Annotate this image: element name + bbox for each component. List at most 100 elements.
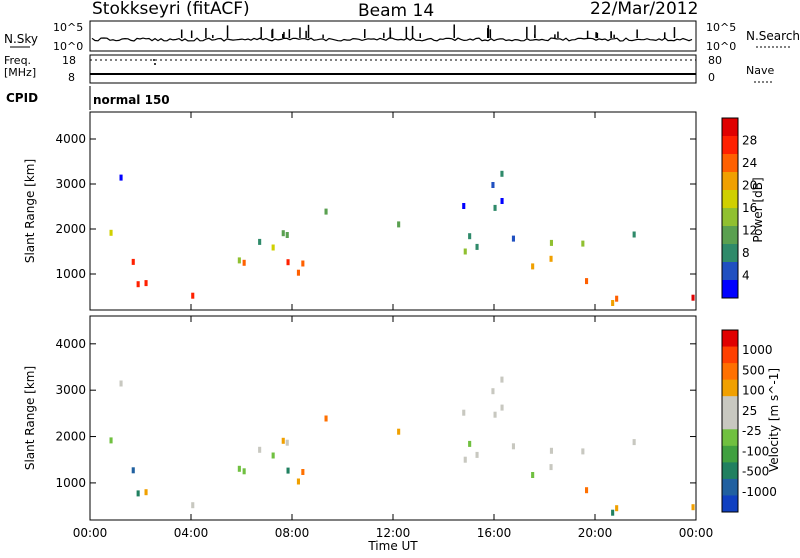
colorbar-swatch	[722, 412, 738, 430]
velocity-cell	[237, 465, 241, 472]
colorbar-swatch	[722, 462, 738, 480]
colorbar-tick-label: 500	[742, 363, 765, 377]
velocity-colorbar-label: Velocity [m s^-1]	[767, 368, 781, 472]
colorbar-swatch	[722, 478, 738, 496]
time-axis-label: Time UT	[367, 539, 418, 553]
power-cell	[191, 292, 195, 299]
freq-tick-top: 18	[62, 54, 76, 67]
velocity-y-axis-label: Slant Range [km]	[23, 366, 37, 470]
power-cell	[296, 269, 300, 276]
power-cell	[615, 295, 619, 302]
velocity-cell	[468, 440, 472, 447]
power-cell	[463, 248, 467, 255]
velocity-cell	[296, 478, 300, 485]
power-cell	[144, 280, 148, 287]
power-cell	[286, 259, 290, 266]
colorbar-swatch	[722, 429, 738, 447]
velocity-cell	[491, 388, 495, 395]
y-tick-label: 2000	[55, 222, 86, 236]
velocity-cell	[191, 502, 195, 509]
power-colorbar-label: Power [dB]	[751, 177, 765, 242]
velocity-cell	[271, 452, 275, 459]
power-cell	[258, 238, 262, 245]
power-cell	[500, 170, 504, 177]
power-heatmap-cells	[109, 170, 695, 306]
y-tick-label: 4000	[55, 337, 86, 351]
colorbar-swatch	[722, 445, 738, 463]
power-cell	[500, 198, 504, 204]
colorbar-swatch	[722, 136, 738, 155]
power-y-ticks: 4000 3000 2000 1000	[55, 132, 696, 281]
cpid-label: CPID	[6, 91, 38, 105]
power-y-axis-label: Slant Range [km]	[23, 159, 37, 263]
x-tick-label: 16:00	[477, 526, 512, 540]
power-cell	[511, 235, 515, 242]
power-cell	[549, 239, 553, 246]
nave-tick-top: 80	[708, 54, 722, 67]
velocity-cell	[500, 404, 504, 411]
velocity-cell	[397, 428, 401, 435]
colorbar-frame	[721, 117, 739, 299]
power-cell	[468, 233, 472, 240]
velocity-cell	[585, 487, 589, 494]
power-cell	[237, 257, 241, 264]
velocity-cell	[632, 439, 636, 446]
velocity-panel-frame	[89, 315, 697, 521]
colorbar-tick-label: 20	[742, 179, 757, 193]
power-colorbar: 28 24 20 16 12 8 4	[721, 117, 757, 299]
noise-right-tick-top: 10^5	[706, 21, 736, 34]
colorbar-swatch	[722, 495, 738, 513]
velocity-cell	[144, 489, 148, 496]
colorbar-swatch	[722, 208, 738, 227]
colorbar-tick-label: -1000	[742, 485, 777, 499]
colorbar-swatch	[722, 346, 738, 364]
colorbar-tick-label: -25	[742, 424, 762, 438]
velocity-cell	[611, 509, 615, 516]
velocity-cell	[463, 456, 467, 463]
velocity-cell	[301, 469, 305, 475]
colorbar-tick-label: -100	[742, 444, 769, 458]
y-tick-label: 3000	[55, 177, 86, 191]
velocity-cell	[131, 467, 135, 474]
x-tick-label: 00:00	[73, 526, 108, 540]
colorbar-tick-label: -500	[742, 465, 769, 479]
colorbar-tick-label: 28	[742, 134, 757, 148]
velocity-cell	[281, 437, 285, 444]
power-cell	[691, 294, 695, 301]
x-tick-label: 20:00	[578, 526, 613, 540]
noise-search-spikes	[180, 24, 676, 38]
power-cell	[585, 278, 589, 285]
freq-panel	[89, 54, 697, 84]
power-cell	[475, 243, 479, 250]
velocity-cell	[119, 380, 123, 387]
colorbar-tick-label: 24	[742, 156, 757, 170]
beam-title: Beam 14	[358, 1, 434, 21]
colorbar-swatch	[722, 363, 738, 381]
y-tick-label: 2000	[55, 430, 86, 444]
colorbar-tick-label: 12	[742, 224, 757, 238]
noise-right-tick-bottom: 10^0	[706, 40, 736, 53]
y-tick-label: 4000	[55, 132, 86, 146]
station-title: Stokkseyri (fitACF)	[92, 0, 250, 19]
y-tick-label: 1000	[55, 267, 86, 281]
velocity-cell	[285, 439, 289, 446]
velocity-cell	[500, 376, 504, 383]
colorbar-swatch	[722, 330, 738, 348]
velocity-cell	[242, 468, 246, 475]
velocity-y-ticks: 4000 3000 2000 1000	[55, 337, 696, 490]
velocity-cell	[109, 437, 113, 444]
velocity-heatmap-cells	[109, 376, 695, 516]
colorbar-swatch	[722, 154, 738, 173]
velocity-colorbar: 1000 500 100 25 -25 -100 -500 -1000	[721, 329, 777, 513]
colorbar-swatch	[722, 280, 738, 299]
noise-left-tick-top: 10^5	[53, 21, 83, 34]
noise-left-label: N.Sky	[4, 32, 38, 46]
colorbar-tick-label: 16	[742, 201, 757, 215]
velocity-cell	[531, 472, 535, 478]
power-cell	[136, 281, 140, 288]
power-cell	[281, 230, 285, 237]
colorbar-swatch	[722, 172, 738, 191]
power-cell	[462, 203, 466, 209]
velocity-cell	[258, 446, 262, 453]
power-cell	[242, 259, 246, 266]
